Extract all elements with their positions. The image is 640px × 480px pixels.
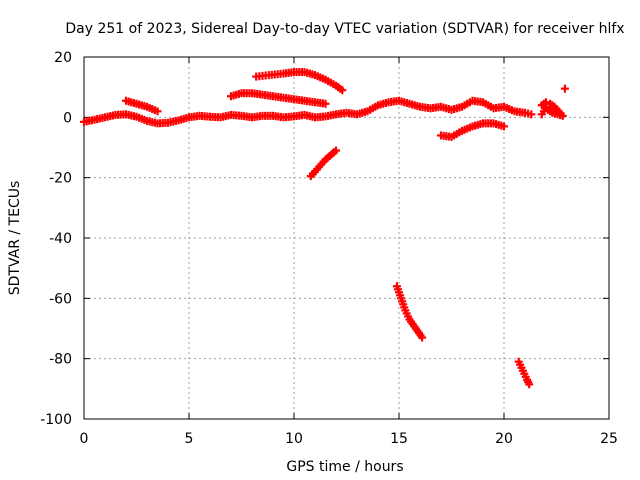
y-tick-label: 20 <box>54 50 72 66</box>
data-point <box>527 110 536 119</box>
data-point <box>321 99 330 108</box>
x-tick-label: 20 <box>495 431 513 447</box>
axis-ticks <box>83 56 610 420</box>
x-tick-label: 15 <box>390 431 408 447</box>
x-tick-label: 0 <box>80 431 89 447</box>
chart-title: Day 251 of 2023, Sidereal Day-to-day VTE… <box>65 21 624 37</box>
y-tick-label: -80 <box>49 352 72 368</box>
y-axis-label: SDTVAR / TECUs <box>7 181 23 296</box>
data-point <box>418 333 427 342</box>
y-tick-label: -100 <box>40 412 72 428</box>
x-tick-label: 10 <box>285 431 303 447</box>
data-point <box>525 380 534 389</box>
data-points <box>80 68 569 389</box>
x-tick-labels: 0 5 10 15 20 25 <box>80 431 618 447</box>
y-tick-label: -20 <box>49 171 72 187</box>
x-axis-label: GPS time / hours <box>286 459 403 475</box>
y-tick-labels: -100 -80 -60 -40 -20 0 20 <box>40 50 72 428</box>
data-point <box>560 84 569 93</box>
y-tick-label: -60 <box>49 291 72 307</box>
x-tick-label: 5 <box>185 431 194 447</box>
data-point <box>537 110 546 119</box>
data-point <box>338 86 347 95</box>
data-point <box>306 172 315 181</box>
y-tick-label: -40 <box>49 231 72 247</box>
data-point <box>153 107 162 116</box>
data-point <box>500 122 508 131</box>
y-tick-label: 0 <box>63 110 72 126</box>
x-tick-label: 25 <box>600 431 618 447</box>
